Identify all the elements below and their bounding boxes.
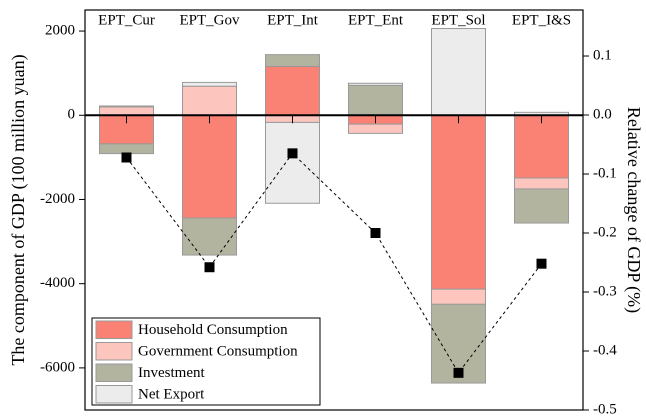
plot-frame [84, 9, 584, 411]
legend-swatch [95, 363, 133, 382]
y2-tick-label: 0.1 [593, 47, 612, 63]
y2-tick-label: -0.2 [593, 224, 617, 240]
y-tick-label: 2000 [45, 22, 75, 38]
marker [204, 262, 215, 273]
y-tick-label: 0 [68, 107, 76, 123]
y-tick-label: -6000 [40, 359, 75, 375]
line [126, 152, 542, 374]
marker [287, 148, 298, 159]
bar-segment [182, 81, 237, 87]
marker [370, 228, 381, 239]
bar-segment [514, 177, 569, 190]
bar-segment [99, 143, 154, 155]
legend-label: Net Export [138, 387, 205, 403]
bar-segment [514, 188, 569, 224]
bar-segment [431, 114, 486, 290]
legend-swatch [95, 342, 133, 361]
bar-segment [431, 28, 486, 116]
x-tick-label: EPT_Ent [348, 12, 404, 28]
y-axis-title: The component of GDP (100 million yuan) [8, 54, 29, 365]
bar-segment [265, 121, 320, 204]
bar-segment [265, 65, 320, 116]
bar-segment [265, 54, 320, 67]
legend-label: Investment [138, 365, 205, 381]
x-tick-label: EPT_Sol [431, 12, 485, 28]
bar-segment [182, 114, 237, 219]
y2-tick-label: -0.5 [593, 401, 617, 417]
bar-segment [182, 85, 237, 116]
legend-label: Government Consumption [138, 344, 298, 360]
x-tick-label: EPT_Gov [180, 12, 241, 28]
x-tick-label: EPT_Int [267, 12, 319, 28]
legend-swatch [95, 320, 133, 339]
x-tick-label: EPT_Cur [98, 12, 155, 28]
bar-segment [99, 106, 154, 116]
marker [121, 152, 132, 163]
y2-tick-label: 0.0 [593, 106, 612, 122]
y2-tick-label: -0.1 [593, 165, 617, 181]
bar-segment [182, 217, 237, 256]
bar-segment [431, 288, 486, 305]
y-tick-label: -2000 [40, 191, 75, 207]
marker [453, 367, 464, 378]
legend-label: Household Consumption [138, 322, 288, 338]
y2-tick-label: -0.3 [593, 283, 617, 299]
bar-segment [348, 123, 403, 134]
bar-segment [348, 82, 403, 86]
bar-segment [514, 114, 569, 179]
x-tick-label: EPT_I&S [512, 12, 571, 28]
bar-segment [348, 84, 403, 116]
bar-segment [99, 105, 154, 108]
y2-axis-title: Relative change of GDP (%) [623, 107, 644, 313]
y2-tick-label: -0.4 [593, 342, 617, 358]
legend-swatch [95, 385, 133, 404]
y-tick-label: -4000 [40, 275, 75, 291]
marker [536, 258, 547, 269]
